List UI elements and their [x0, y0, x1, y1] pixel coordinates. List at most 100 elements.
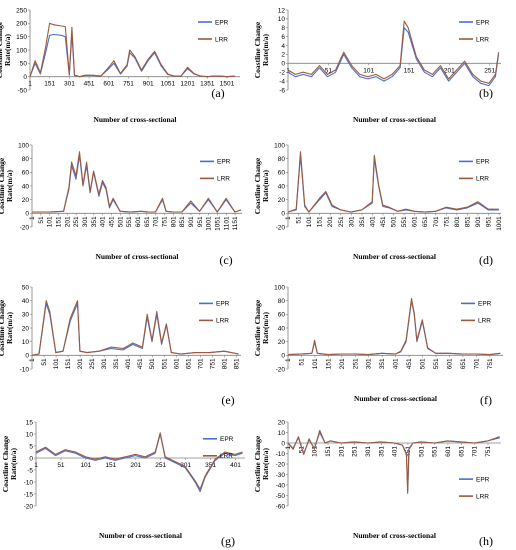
x-tick-label: 301	[64, 81, 75, 88]
x-tick-label: 851	[233, 358, 240, 369]
x-axis-title: Number of cross-sectional	[353, 115, 436, 124]
legend-label: LRR	[217, 176, 230, 183]
legend-label: EPR	[476, 476, 490, 483]
y-tick-label: 20	[278, 339, 286, 346]
x-tick-label: 451	[380, 216, 387, 227]
x-tick-label: 101	[47, 216, 54, 227]
y-axis-title: Rate(m/a)	[261, 447, 270, 480]
y-tick-label: 6	[281, 34, 285, 41]
y-axis-title: Coastline Change	[1, 435, 10, 492]
series-line-epr	[31, 302, 239, 356]
x-tick-label: 601	[412, 216, 419, 227]
legend-label: EPR	[215, 19, 229, 26]
x-tick-label: 251	[73, 216, 80, 227]
x-tick-label: 251	[155, 462, 166, 469]
x-tick-label: 901	[143, 81, 154, 88]
x-tick-label: 151	[65, 358, 72, 369]
x-tick-label: 1	[29, 358, 36, 362]
x-tick-label: 351	[113, 358, 120, 369]
x-tick-label: 301	[348, 216, 355, 227]
x-tick-label: 651	[460, 358, 467, 369]
x-tick-label: 701	[197, 358, 204, 369]
panel-label: (a)	[211, 86, 224, 100]
y-tick-label: -30	[276, 472, 286, 479]
x-tick-label: 551	[433, 358, 440, 369]
legend-label: EPR	[476, 19, 490, 26]
x-tick-label: 401	[100, 216, 107, 227]
series-line-epr	[287, 300, 501, 356]
y-tick-label: 10	[278, 430, 286, 437]
y-tick-label: 20	[22, 325, 30, 332]
x-tick-label: 101	[53, 358, 60, 369]
x-tick-label: 201	[444, 67, 455, 74]
y-tick-label: 20	[278, 419, 286, 426]
legend-label: EPR	[476, 159, 490, 166]
y-axis-title: Rate(m/a)	[5, 311, 14, 344]
x-tick-label: 251	[352, 358, 359, 369]
x-tick-label: 1	[29, 216, 36, 220]
x-tick-label: 451	[137, 358, 144, 369]
x-tick-label: 1001	[496, 216, 503, 231]
y-tick-label: 10	[26, 431, 34, 438]
y-tick-label: 0	[281, 440, 285, 447]
x-tick-label: 1201	[180, 81, 195, 88]
x-axis-title: Number of cross-sectional	[354, 394, 437, 403]
y-axis-title: Coastline Change	[253, 435, 262, 492]
x-tick-label: 151	[105, 462, 116, 469]
series-line-epr	[287, 27, 500, 87]
y-tick-label: 0	[281, 211, 285, 218]
x-tick-label: 201	[64, 216, 71, 227]
y-tick-label: -20	[20, 224, 30, 231]
x-tick-label: 951	[486, 216, 493, 227]
y-tick-label: 0	[25, 353, 29, 360]
y-tick-label: 80	[22, 156, 30, 163]
legend-label: EPR	[216, 301, 230, 308]
y-tick-label: 80	[278, 298, 286, 305]
x-tick-label: 251	[89, 358, 96, 369]
y-tick-label: 150	[16, 34, 27, 41]
panel-label: (b)	[479, 86, 493, 100]
y-axis-title: Rate(m/a)	[261, 33, 270, 66]
x-tick-label: 1	[285, 216, 292, 220]
y-tick-label: -6	[279, 87, 285, 94]
x-tick-label: 751	[209, 358, 216, 369]
x-tick-label: 1	[285, 358, 292, 362]
x-tick-label: 801	[170, 216, 177, 227]
y-tick-label: 60	[22, 170, 30, 177]
x-axis-title: Number of cross-sectional	[353, 531, 436, 540]
y-tick-label: 30	[22, 312, 30, 319]
x-tick-label: 501	[420, 358, 427, 369]
x-tick-label: 1	[34, 462, 38, 469]
x-tick-label: 651	[144, 216, 151, 227]
x-tick-label: 1501	[220, 81, 235, 88]
x-tick-label: 551	[432, 446, 439, 457]
y-tick-label: 50	[22, 284, 30, 291]
x-tick-label: 1051	[161, 81, 176, 88]
y-tick-label: -20	[276, 224, 286, 231]
x-tick-label: 1101	[223, 216, 230, 230]
y-tick-label: 60	[278, 170, 286, 177]
x-tick-label: 601	[135, 216, 142, 227]
x-tick-label: 1051	[214, 216, 221, 231]
x-tick-label: 501	[149, 358, 156, 369]
x-tick-label: 201	[338, 446, 345, 457]
legend-label: LRR	[216, 318, 229, 325]
x-tick-label: 251	[338, 216, 345, 227]
legend-label: EPR	[478, 301, 492, 308]
x-tick-label: 951	[197, 216, 204, 227]
x-axis-title: Number of cross-sectional	[99, 531, 182, 540]
x-tick-label: 651	[422, 216, 429, 227]
x-tick-label: 551	[126, 216, 133, 227]
x-tick-label: 451	[84, 81, 95, 88]
x-tick-label: 251	[352, 446, 359, 457]
x-tick-label: 201	[339, 358, 346, 369]
y-axis-title: Coastline Change	[253, 21, 262, 78]
x-tick-label: 601	[103, 81, 114, 88]
x-tick-label: 301	[365, 446, 372, 457]
x-tick-label: 301	[82, 216, 89, 227]
x-tick-label: 401	[230, 462, 241, 469]
y-axis-title: Coastline Change	[253, 157, 262, 214]
y-tick-label: 100	[274, 142, 285, 149]
y-tick-label: 40	[278, 183, 286, 190]
